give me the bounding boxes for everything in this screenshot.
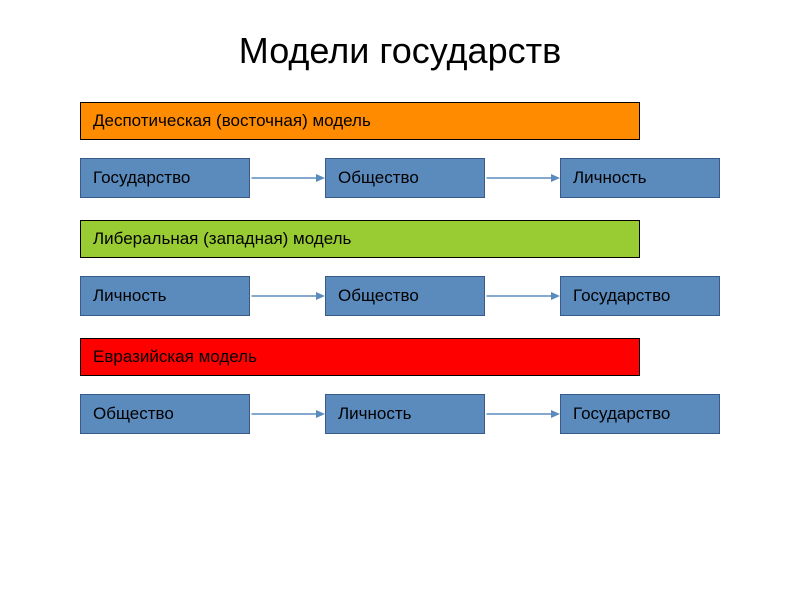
model-header-eurasian: Евразийская модель bbox=[80, 338, 640, 376]
node-2-0: Общество bbox=[80, 394, 250, 434]
node-2-1: Личность bbox=[325, 394, 485, 434]
node-1-0: Личность bbox=[80, 276, 250, 316]
arrow-0-1 bbox=[485, 158, 560, 198]
model-row-eurasian: Общество Личность Государство bbox=[80, 394, 720, 434]
model-row-despotic: Государство Общество Личность bbox=[80, 158, 720, 198]
node-2-2: Государство bbox=[560, 394, 720, 434]
node-1-2: Государство bbox=[560, 276, 720, 316]
node-1-1: Общество bbox=[325, 276, 485, 316]
page-title: Модели государств bbox=[0, 0, 800, 102]
node-0-0: Государство bbox=[80, 158, 250, 198]
node-0-1: Общество bbox=[325, 158, 485, 198]
arrow-2-1 bbox=[485, 394, 560, 434]
model-header-despotic: Деспотическая (восточная) модель bbox=[80, 102, 640, 140]
diagram-content: Деспотическая (восточная) модель Государ… bbox=[0, 102, 800, 434]
model-row-liberal: Личность Общество Государство bbox=[80, 276, 720, 316]
node-0-2: Личность bbox=[560, 158, 720, 198]
arrow-0-0 bbox=[250, 158, 325, 198]
arrow-2-0 bbox=[250, 394, 325, 434]
model-header-liberal: Либеральная (западная) модель bbox=[80, 220, 640, 258]
arrow-1-0 bbox=[250, 276, 325, 316]
arrow-1-1 bbox=[485, 276, 560, 316]
